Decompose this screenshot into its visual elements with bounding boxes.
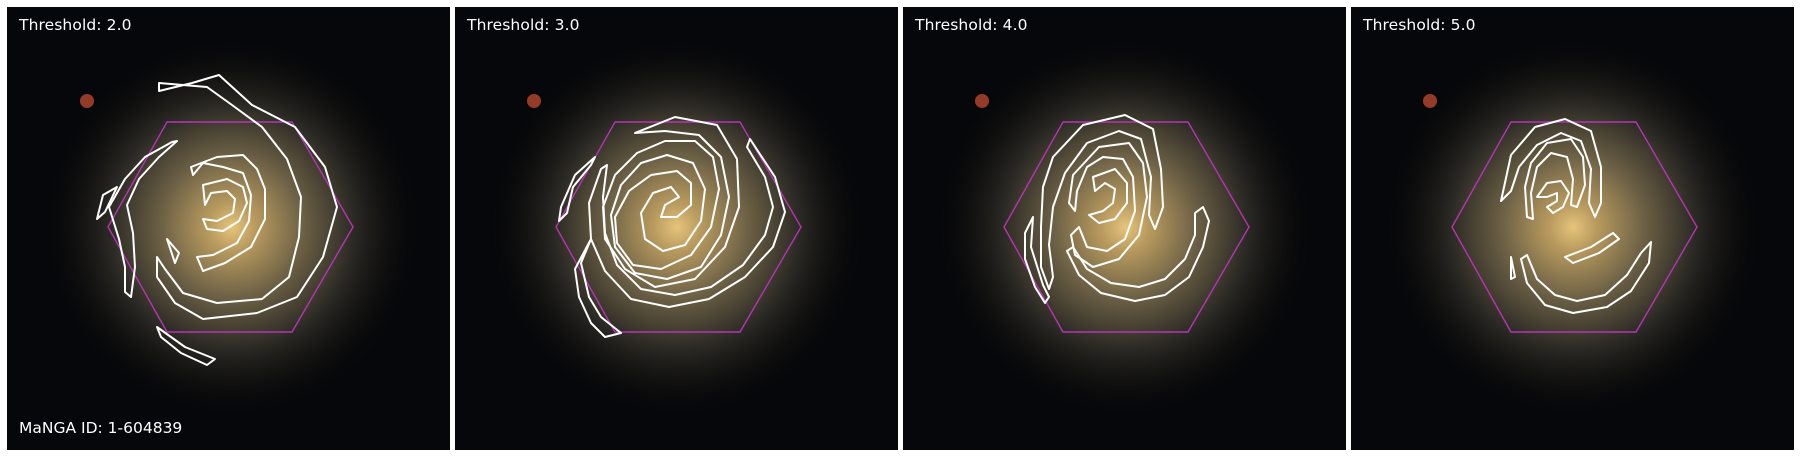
panel-threshold-3: Threshold: 3.0 [455, 7, 898, 450]
manga-id-label: MaNGA ID: 1-604839 [19, 419, 183, 437]
contour-lines [96, 74, 338, 366]
galaxy-image [1351, 7, 1794, 450]
contour-lines [558, 116, 786, 338]
panel-threshold-4: Threshold: 4.0 [903, 7, 1346, 450]
panel-threshold-5: Threshold: 5.0 [1351, 7, 1794, 450]
contour-lines [1500, 118, 1652, 314]
ifu-hexagon [1003, 121, 1250, 333]
threshold-label: Threshold: 5.0 [1363, 16, 1476, 34]
contour-lines [1024, 114, 1210, 304]
ifu-hexagon [107, 121, 354, 333]
ifu-hexagon [1451, 121, 1698, 333]
foreground-star [527, 94, 541, 108]
galaxy-glow [32, 27, 432, 427]
threshold-label: Threshold: 2.0 [19, 16, 132, 34]
galaxy-glow [1373, 27, 1773, 427]
galaxy-image [903, 7, 1346, 450]
ifu-hexagon [555, 121, 802, 333]
galaxy-glow [925, 27, 1325, 427]
foreground-star [975, 94, 989, 108]
galaxy-glow [477, 27, 877, 427]
panel-threshold-2: Threshold: 2.0 MaNGA ID: 1-604839 [7, 7, 450, 450]
threshold-label: Threshold: 4.0 [915, 16, 1028, 34]
foreground-star [80, 94, 94, 108]
foreground-star [1423, 94, 1437, 108]
galaxy-image [455, 7, 898, 450]
galaxy-image [7, 7, 450, 450]
threshold-label: Threshold: 3.0 [467, 16, 580, 34]
